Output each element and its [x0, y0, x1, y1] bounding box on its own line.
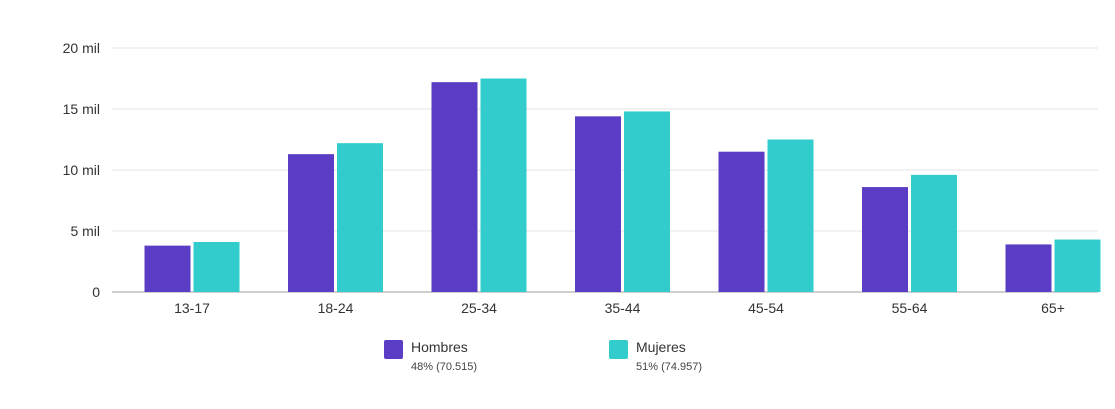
- legend-share-mujeres: 51% (74.957): [636, 361, 703, 373]
- bar-hombres-65+[interactable]: [1005, 244, 1052, 292]
- bar-mujeres-65+[interactable]: [1054, 239, 1101, 292]
- y-tick-label: 10 mil: [63, 162, 100, 178]
- legend-share-hombres: 48% (70.515): [411, 361, 478, 373]
- y-tick-label: 5 mil: [70, 223, 100, 239]
- bar-mujeres-25-34[interactable]: [480, 78, 527, 293]
- x-tick-label: 45-54: [748, 300, 784, 316]
- x-tick-label: 18-24: [318, 300, 354, 316]
- legend-item-mujeres[interactable]: Mujeres 51% (74.957): [609, 338, 702, 375]
- x-tick-label: 65+: [1041, 300, 1065, 316]
- bar-mujeres-45-54[interactable]: [767, 139, 814, 293]
- legend-swatch-mujeres: [609, 340, 628, 359]
- bar-mujeres-35-44[interactable]: [624, 111, 670, 292]
- y-tick-label: 0: [92, 284, 100, 300]
- legend-swatch-hombres: [384, 340, 403, 359]
- x-tick-label: 25-34: [461, 300, 497, 316]
- bar-hombres-55-64[interactable]: [862, 187, 908, 292]
- bar-hombres-35-44[interactable]: [575, 116, 621, 292]
- bar-hombres-25-34[interactable]: [431, 82, 478, 292]
- legend-label-hombres: Hombres: [411, 339, 468, 355]
- x-axis-tick-labels: 13-17 18-24 25-34 35-44 45-54 55-64 65+: [174, 300, 1065, 316]
- bars: [144, 78, 1101, 293]
- bar-hombres-18-24[interactable]: [288, 154, 334, 292]
- bar-mujeres-18-24[interactable]: [337, 143, 383, 292]
- x-tick-label: 13-17: [174, 300, 210, 316]
- bar-hombres-45-54[interactable]: [718, 151, 765, 292]
- bar-hombres-13-17[interactable]: [144, 245, 191, 292]
- y-axis-tick-labels: 0 5 mil 10 mil 15 mil 20 mil: [63, 40, 101, 300]
- legend-label-mujeres: Mujeres: [636, 339, 686, 355]
- y-tick-label: 20 mil: [63, 40, 100, 56]
- bar-mujeres-55-64[interactable]: [911, 174, 957, 292]
- y-tick-label: 15 mil: [63, 101, 100, 117]
- x-tick-label: 55-64: [892, 300, 928, 316]
- legend-item-hombres[interactable]: Hombres 48% (70.515): [384, 338, 477, 375]
- x-tick-label: 35-44: [605, 300, 641, 316]
- bar-mujeres-13-17[interactable]: [193, 241, 240, 292]
